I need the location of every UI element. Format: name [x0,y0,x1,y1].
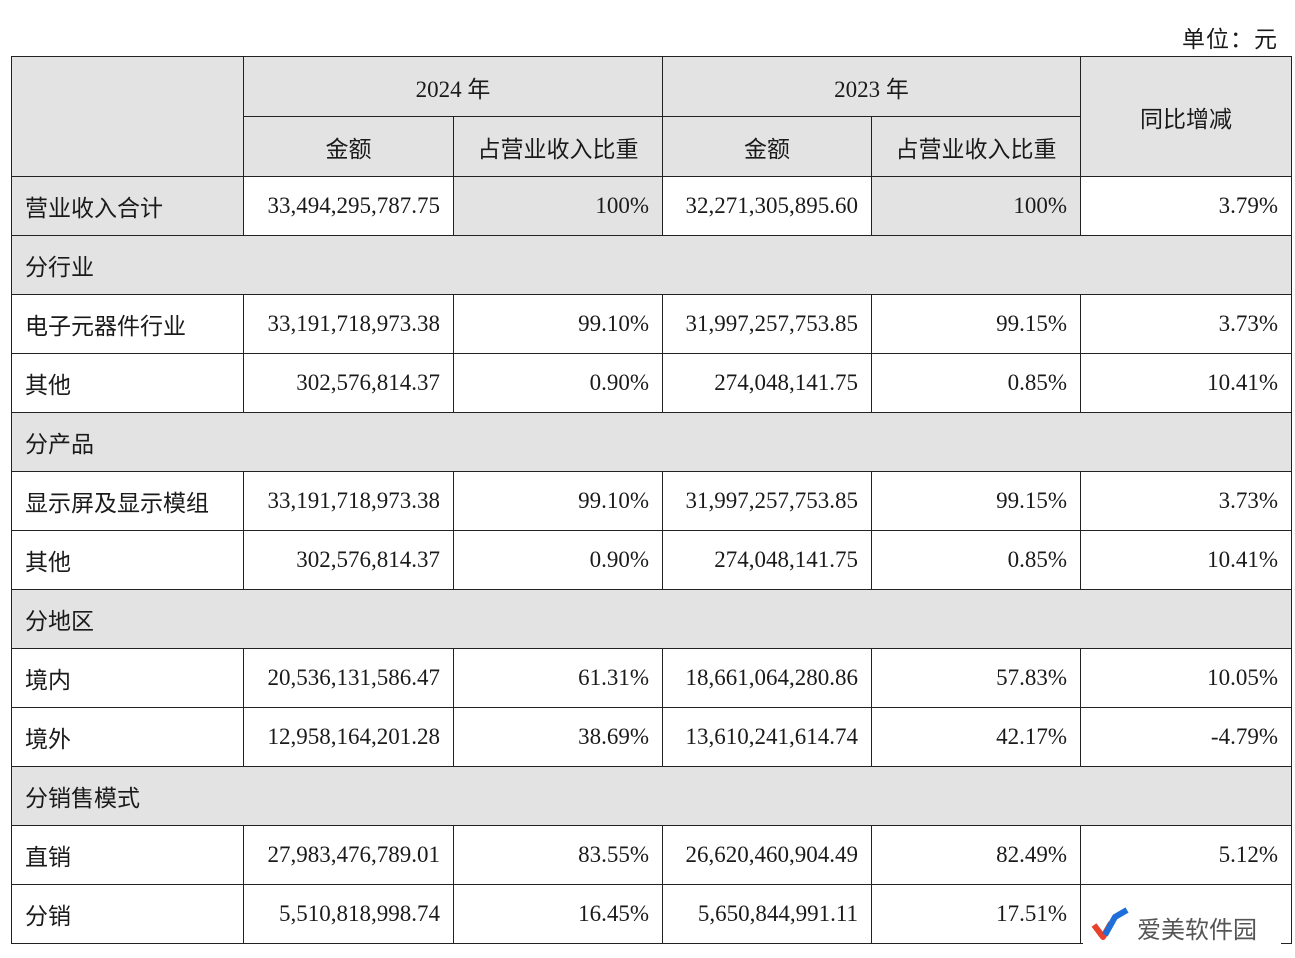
row-label: 其他 [11,353,244,413]
amount-2024: 33,191,718,973.38 [243,294,454,354]
ratio-2023: 0.85% [871,530,1081,590]
ratio-2024: 0.90% [453,530,663,590]
revenue-table: 2024 年 2023 年 同比增减 金额 占营业收入比重 金额 占营业收入比重… [11,56,1292,944]
table-row: 其他 302,576,814.37 0.90% 274,048,141.75 0… [11,353,1292,413]
ratio-2023: 57.83% [871,648,1081,708]
row-label: 营业收入合计 [11,176,244,236]
amount-2024: 33,191,718,973.38 [243,471,454,531]
amount-2023: 274,048,141.75 [662,353,872,413]
table-row: 境外 12,958,164,201.28 38.69% 13,610,241,6… [11,707,1292,767]
ratio-2024: 100% [453,176,663,236]
amount-2023: 26,620,460,904.49 [662,825,872,885]
header-blank-cell [11,56,244,177]
section-header-row: 分地区 [11,589,1292,649]
ratio-2024: 99.10% [453,471,663,531]
amount-2023: 5,650,844,991.11 [662,884,872,944]
amount-2023: 13,610,241,614.74 [662,707,872,767]
table-row-total: 营业收入合计 33,494,295,787.75 100% 32,271,305… [11,176,1292,236]
ratio-2023: 99.15% [871,294,1081,354]
header-amount-2023: 金额 [662,116,872,177]
yoy-change: 3.73% [1080,471,1292,531]
table-row: 分销 5,510,818,998.74 16.45% 5,650,844,991… [11,884,1292,944]
yoy-change: 3.79% [1080,176,1292,236]
section-header-row: 分销售模式 [11,766,1292,826]
ratio-2023: 17.51% [871,884,1081,944]
header-year-2024: 2024 年 [243,56,663,117]
header-row-years: 2024 年 2023 年 同比增减 [11,56,1292,177]
section-title-industry: 分行业 [11,235,1292,295]
checkmark-logo-icon [1091,907,1131,947]
yoy-change: 5.12% [1080,825,1292,885]
amount-2023: 31,997,257,753.85 [662,471,872,531]
amount-2024: 12,958,164,201.28 [243,707,454,767]
section-header-row: 分行业 [11,235,1292,295]
amount-2024: 302,576,814.37 [243,353,454,413]
amount-2024: 5,510,818,998.74 [243,884,454,944]
ratio-2024: 99.10% [453,294,663,354]
ratio-2023: 42.17% [871,707,1081,767]
unit-label: 单位：元 [1182,27,1278,52]
watermark: 爱美软件园 [1083,902,1281,952]
ratio-2024: 0.90% [453,353,663,413]
table-row: 其他 302,576,814.37 0.90% 274,048,141.75 0… [11,530,1292,590]
section-header-row: 分产品 [11,412,1292,472]
amount-2024: 20,536,131,586.47 [243,648,454,708]
amount-2023: 274,048,141.75 [662,530,872,590]
ratio-2024: 83.55% [453,825,663,885]
ratio-2023: 99.15% [871,471,1081,531]
row-label: 电子元器件行业 [11,294,244,354]
ratio-2023: 0.85% [871,353,1081,413]
ratio-2024: 16.45% [453,884,663,944]
amount-2023: 18,661,064,280.86 [662,648,872,708]
header-ratio-2024: 占营业收入比重 [453,116,663,177]
row-label: 分销 [11,884,244,944]
amount-2024: 33,494,295,787.75 [243,176,454,236]
amount-2024: 302,576,814.37 [243,530,454,590]
header-year-2023: 2023 年 [662,56,1081,117]
yoy-change: 10.41% [1080,353,1292,413]
section-title-region: 分地区 [11,589,1292,649]
header-row-columns: 金额 占营业收入比重 金额 占营业收入比重 [12,116,1292,177]
amount-2023: 31,997,257,753.85 [662,294,872,354]
header-ratio-2023: 占营业收入比重 [871,116,1081,177]
ratio-2023: 100% [871,176,1081,236]
table-row: 境内 20,536,131,586.47 61.31% 18,661,064,2… [11,648,1292,708]
table-row: 电子元器件行业 33,191,718,973.38 99.10% 31,997,… [11,294,1292,354]
header-yoy: 同比增减 [1080,56,1292,177]
section-title-sales-mode: 分销售模式 [11,766,1292,826]
yoy-change: 3.73% [1080,294,1292,354]
amount-2024: 27,983,476,789.01 [243,825,454,885]
yoy-change: 10.41% [1080,530,1292,590]
row-label: 境外 [11,707,244,767]
amount-2023: 32,271,305,895.60 [662,176,872,236]
section-title-product: 分产品 [11,412,1292,472]
ratio-2024: 61.31% [453,648,663,708]
yoy-change: 10.05% [1080,648,1292,708]
ratio-2024: 38.69% [453,707,663,767]
row-label: 其他 [11,530,244,590]
table-row: 直销 27,983,476,789.01 83.55% 26,620,460,9… [11,825,1292,885]
yoy-change: -4.79% [1080,707,1292,767]
header-amount-2024: 金额 [243,116,454,177]
table-row: 显示屏及显示模组 33,191,718,973.38 99.10% 31,997… [11,471,1292,531]
ratio-2023: 82.49% [871,825,1081,885]
watermark-text: 爱美软件园 [1137,915,1257,944]
row-label: 显示屏及显示模组 [11,471,244,531]
row-label: 境内 [11,648,244,708]
row-label: 直销 [11,825,244,885]
